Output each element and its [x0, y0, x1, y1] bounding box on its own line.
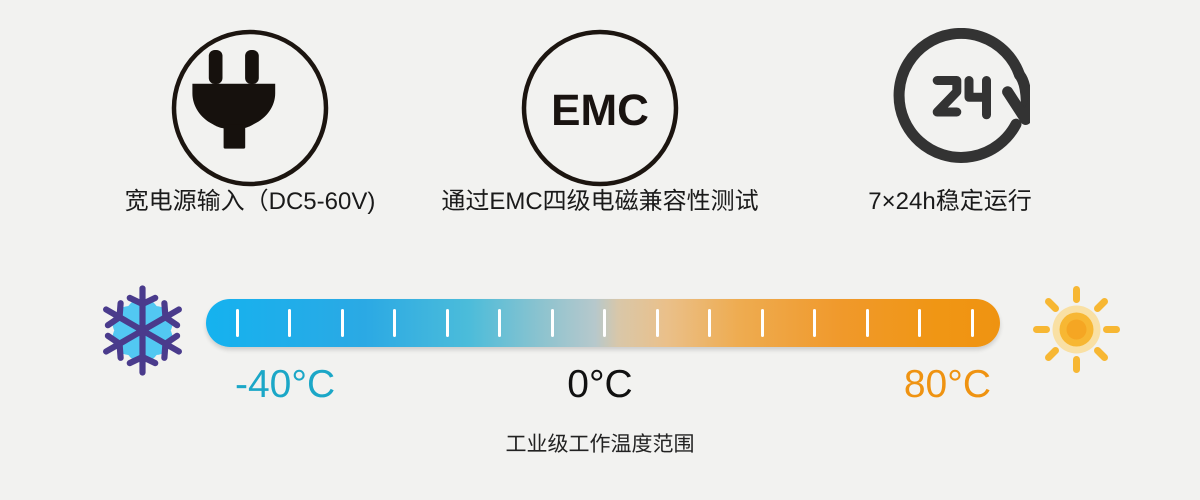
svg-text:EMC: EMC: [551, 86, 649, 135]
